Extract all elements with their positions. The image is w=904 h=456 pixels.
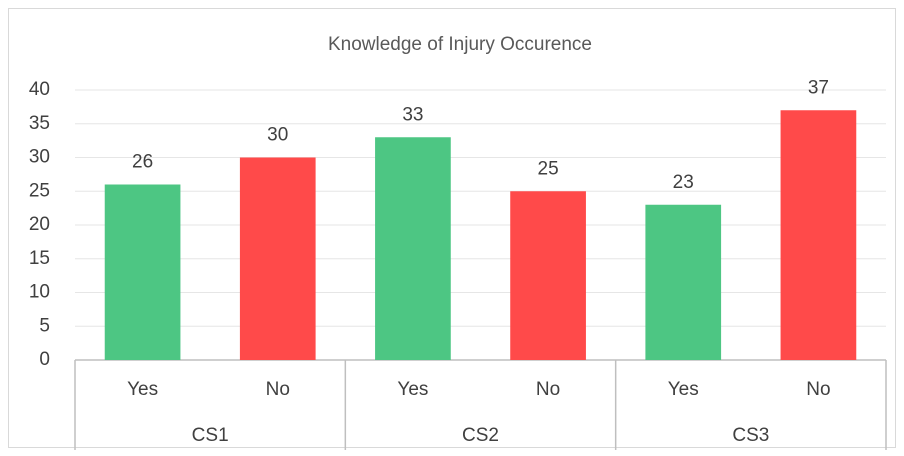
data-label: 26 bbox=[132, 152, 153, 173]
x-tick-label: Yes bbox=[397, 379, 428, 400]
y-tick-label: 20 bbox=[29, 214, 50, 235]
bar bbox=[239, 157, 316, 360]
x-tick-label: No bbox=[536, 379, 560, 400]
bar bbox=[104, 184, 181, 360]
group-label: CS3 bbox=[732, 425, 769, 446]
chart-title: Knowledge of Injury Occurence bbox=[328, 34, 592, 55]
data-label: 23 bbox=[673, 172, 694, 193]
x-tick-label: No bbox=[266, 379, 290, 400]
y-tick-label: 35 bbox=[29, 113, 50, 134]
bar bbox=[645, 204, 722, 360]
x-tick-label: No bbox=[806, 379, 830, 400]
bar bbox=[375, 137, 451, 360]
y-tick-label: 10 bbox=[29, 282, 50, 303]
bar bbox=[510, 191, 586, 360]
bar bbox=[780, 110, 857, 360]
data-label: 25 bbox=[538, 158, 559, 179]
y-tick-label: 0 bbox=[39, 349, 50, 370]
y-tick-label: 25 bbox=[29, 180, 50, 201]
y-tick-label: 5 bbox=[39, 315, 50, 336]
group-label: CS2 bbox=[462, 425, 499, 446]
y-tick-label: 15 bbox=[29, 248, 50, 269]
group-label: CS1 bbox=[192, 425, 229, 446]
y-tick-label: 30 bbox=[29, 147, 50, 168]
data-label: 37 bbox=[808, 77, 829, 98]
x-tick-label: Yes bbox=[668, 379, 699, 400]
x-tick-label: Yes bbox=[127, 379, 158, 400]
data-label: 33 bbox=[402, 104, 423, 125]
data-label: 30 bbox=[267, 125, 288, 146]
y-tick-label: 40 bbox=[29, 79, 50, 100]
